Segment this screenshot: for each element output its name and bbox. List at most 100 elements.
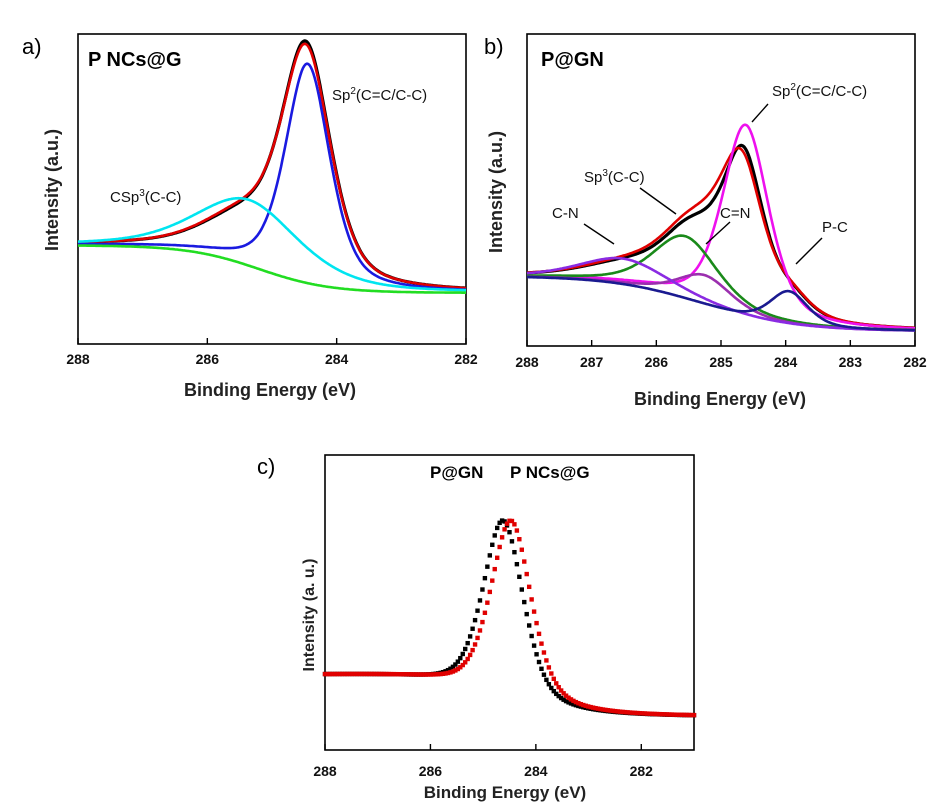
data-point bbox=[433, 672, 438, 677]
data-point bbox=[627, 710, 633, 715]
panel-a-xlabel: Binding Energy (eV) bbox=[184, 380, 356, 400]
data-point bbox=[605, 708, 611, 713]
data-point bbox=[499, 535, 505, 540]
data-point bbox=[477, 628, 483, 633]
series-line bbox=[77, 42, 467, 290]
data-point bbox=[472, 617, 478, 623]
data-point bbox=[487, 589, 493, 595]
panel-b-cn-arrow bbox=[583, 223, 615, 245]
data-point bbox=[362, 671, 367, 677]
data-point bbox=[497, 520, 502, 526]
panel-b-sp3-label: Sp3(C-C) bbox=[584, 168, 645, 186]
data-point bbox=[435, 672, 441, 677]
data-point bbox=[581, 702, 586, 708]
data-point bbox=[394, 671, 399, 677]
data-point bbox=[337, 671, 342, 677]
data-point bbox=[689, 712, 694, 718]
data-point bbox=[475, 608, 480, 613]
data-point bbox=[502, 527, 507, 532]
data-point bbox=[522, 599, 527, 605]
data-point bbox=[526, 584, 532, 590]
panel-b: b) P@GN Intensity (a.u.) Binding Energy … bbox=[484, 33, 927, 409]
data-point bbox=[531, 609, 537, 614]
x-tick-label: 288 bbox=[66, 351, 90, 367]
data-point bbox=[352, 671, 357, 677]
data-point bbox=[470, 647, 475, 653]
data-point bbox=[482, 610, 488, 615]
data-point bbox=[517, 574, 522, 579]
data-point bbox=[549, 671, 554, 676]
panel-b-ticks: 288 287 286 285 284 283 282 bbox=[515, 340, 927, 370]
panel-a-sp3-label: CSp3(C-C) bbox=[110, 188, 181, 206]
data-point bbox=[490, 578, 495, 583]
data-point bbox=[561, 691, 566, 696]
legend-pgn-text: P@GN bbox=[430, 463, 483, 482]
data-point bbox=[674, 712, 679, 717]
data-point bbox=[421, 672, 426, 677]
panel-b-ylabel: Intensity (a.u.) bbox=[486, 131, 506, 253]
data-point bbox=[529, 633, 534, 639]
data-point bbox=[539, 641, 544, 646]
data-point bbox=[448, 666, 453, 671]
data-point bbox=[613, 708, 618, 714]
panel-a-ticks: 288 286 284 282 bbox=[66, 338, 478, 367]
panel-b-xlabel: Binding Energy (eV) bbox=[634, 389, 806, 409]
series-line bbox=[527, 234, 915, 332]
data-point bbox=[349, 671, 355, 677]
panel-c-legend-pncs: P NCs@G bbox=[510, 463, 590, 482]
data-point bbox=[622, 709, 628, 715]
data-point bbox=[426, 672, 431, 677]
panel-a-curves bbox=[77, 39, 467, 294]
data-point bbox=[590, 705, 596, 710]
data-point bbox=[637, 710, 643, 716]
x-tick-label: 284 bbox=[774, 354, 798, 370]
data-point bbox=[396, 671, 401, 677]
data-point bbox=[465, 656, 470, 662]
panel-b-curves bbox=[526, 123, 916, 332]
data-point bbox=[654, 711, 660, 717]
data-point bbox=[485, 600, 490, 605]
data-point bbox=[379, 671, 384, 677]
panel-a-frame bbox=[77, 33, 467, 345]
data-point bbox=[554, 691, 559, 697]
data-point bbox=[453, 662, 458, 667]
data-point bbox=[620, 709, 625, 715]
data-point bbox=[455, 666, 461, 672]
x-tick-label: 286 bbox=[419, 763, 443, 779]
series-line bbox=[527, 123, 915, 330]
data-point bbox=[344, 671, 350, 677]
data-point bbox=[642, 711, 647, 716]
panel-b-pc-arrow bbox=[795, 237, 823, 265]
data-point bbox=[561, 697, 566, 702]
data-point bbox=[544, 658, 549, 663]
x-tick-label: 284 bbox=[325, 351, 349, 367]
data-point bbox=[467, 634, 473, 639]
data-point bbox=[487, 553, 493, 558]
data-point bbox=[418, 672, 424, 677]
data-point bbox=[322, 671, 328, 677]
data-point bbox=[541, 650, 547, 655]
data-point bbox=[583, 703, 588, 708]
panel-a: a) P NCs@G Intensity (a.u.) Binding Ener… bbox=[22, 33, 478, 400]
data-point bbox=[445, 670, 451, 676]
panel-b-frame bbox=[526, 33, 916, 347]
data-point bbox=[519, 587, 524, 592]
x-tick-label: 282 bbox=[903, 354, 927, 370]
data-point bbox=[546, 682, 552, 687]
data-point bbox=[541, 672, 547, 677]
data-point bbox=[571, 698, 576, 704]
panel-c-ticks: 288 286 284 282 bbox=[313, 744, 653, 779]
data-point bbox=[475, 635, 480, 641]
data-point bbox=[608, 708, 613, 713]
panel-c-points bbox=[322, 518, 697, 718]
data-point bbox=[566, 700, 571, 705]
data-point bbox=[519, 547, 524, 552]
panel-b-cn-double-label: C=N bbox=[720, 205, 750, 222]
data-point bbox=[536, 659, 542, 665]
data-point bbox=[438, 671, 443, 677]
data-point bbox=[686, 712, 692, 718]
series-line bbox=[526, 256, 915, 332]
data-point bbox=[465, 640, 470, 646]
panel-a-annotation-sp3: CSp3(C-C) bbox=[110, 188, 181, 206]
